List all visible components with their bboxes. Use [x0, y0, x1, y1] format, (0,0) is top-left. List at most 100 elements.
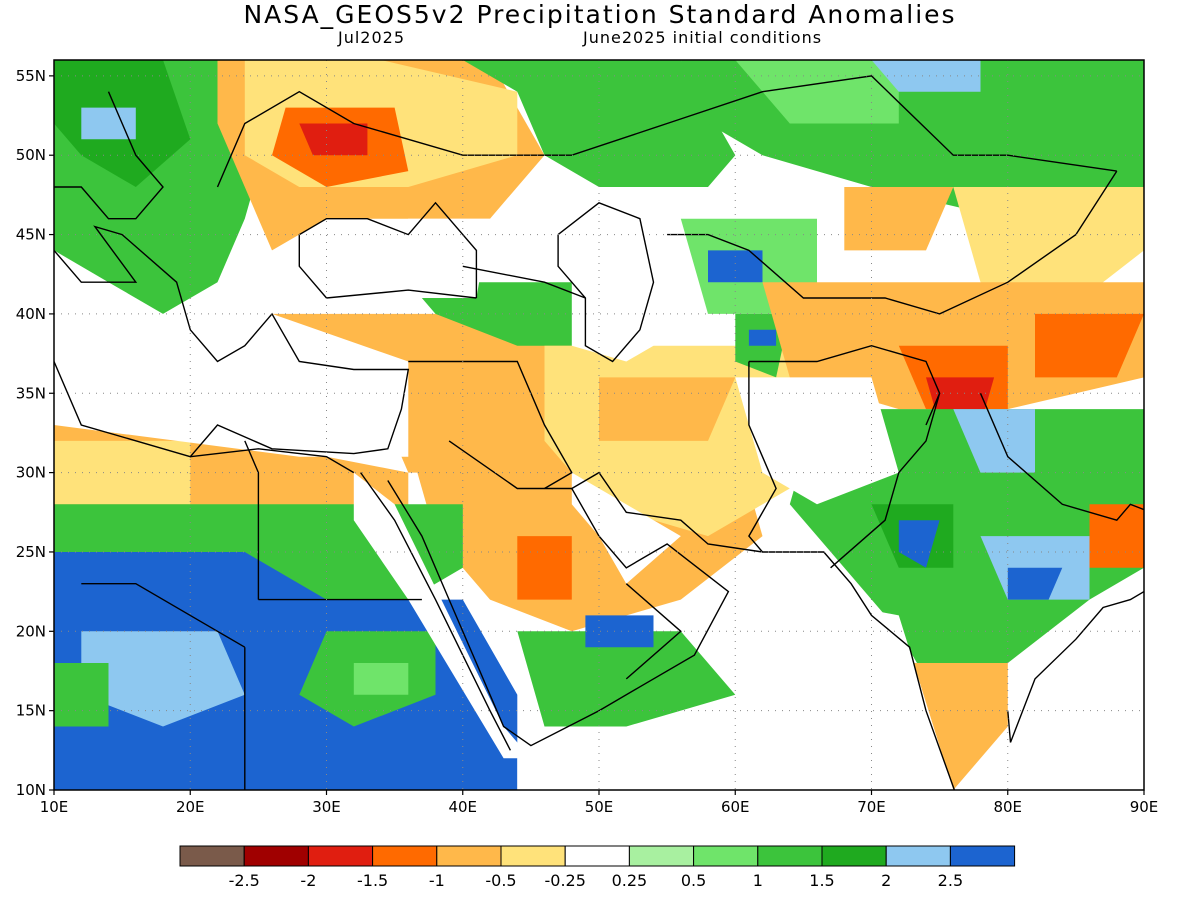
sea-mask-1 [272, 218, 490, 298]
caucasus-wet-field [408, 282, 599, 346]
sea-mask-4 [353, 472, 531, 759]
initial-conditions: June2025 initial conditions [583, 28, 823, 47]
map-title: NASA_GEOS5v2 Precipitation Standard Anom… [243, 0, 957, 29]
ukraine-dry-peak [299, 123, 368, 156]
red-sea-west-coast [360, 472, 512, 751]
lat-label-6: 25N [16, 543, 46, 561]
tibet-dry-patch [1035, 313, 1144, 378]
legend-swatch-9 [757, 845, 823, 867]
legend-swatch-11 [885, 845, 951, 867]
himalaya-wet-patch [953, 409, 1035, 473]
lon-label-2: 30E [312, 798, 341, 816]
legend-label-8: 1 [753, 871, 763, 890]
lon-label-7: 80E [993, 798, 1022, 816]
libya-egypt-coast [190, 448, 355, 474]
legend-swatch-1 [243, 845, 309, 867]
lon-label-6: 70E [857, 798, 886, 816]
legend-label-3: -1 [429, 871, 445, 890]
legend-label-9: 1.5 [809, 871, 834, 890]
central-india-wet-peak [1007, 567, 1063, 600]
lat-label-1: 50N [16, 146, 46, 164]
legend-label-11: 2.5 [938, 871, 963, 890]
kazakh-wet-patch [735, 60, 899, 124]
sudan-wet-core [353, 663, 409, 695]
central-asia-border [667, 170, 1118, 315]
afghan-north-border [748, 344, 941, 426]
bangladesh-dry-patch [1089, 504, 1144, 568]
coastlines [54, 75, 1144, 790]
lat-label-0: 55N [16, 67, 46, 85]
iran-dry-core [599, 377, 736, 441]
saudi-oman-border [625, 583, 682, 680]
bay-of-bengal-coast [1007, 590, 1144, 743]
lat-label-9: 10N [16, 781, 46, 799]
legend-swatch-3 [372, 845, 438, 867]
india-pakistan-border [830, 393, 941, 569]
caspian-coast [557, 202, 655, 363]
legend-swatch-5 [500, 845, 566, 867]
legend-label-6: 0.25 [612, 871, 648, 890]
lat-label-7: 20N [16, 622, 46, 640]
gridlines [54, 60, 1144, 790]
altai-wet-peak [871, 60, 981, 92]
chad-border [81, 583, 246, 648]
chad-wet-patch [81, 631, 245, 727]
legend-swatch-0 [179, 845, 245, 867]
saudi-border [448, 440, 572, 490]
legend-label-0: -2.5 [229, 871, 260, 890]
russia-south-border [216, 75, 1117, 188]
lon-label-4: 50E [585, 798, 614, 816]
lat-label-5: 30N [16, 464, 46, 482]
legend-labels: -2.5 -2 -1.5 -1 -0.5 -0.25 0.25 0.5 1 1.5 2 2.5 [229, 871, 964, 890]
aral-wet-peak [708, 250, 763, 283]
legend-label-5: -0.25 [544, 871, 585, 890]
arabian-sea-coast [387, 471, 956, 790]
iran-east-border [748, 361, 777, 553]
legend-label-2: -1.5 [357, 871, 388, 890]
libya-dry-edge [54, 440, 191, 505]
india-wet-field [789, 409, 1144, 727]
lat-label-2: 45N [16, 226, 46, 244]
legend-swatch-10 [821, 845, 887, 867]
black-sea-coast [298, 201, 478, 299]
legend-label-1: -2 [300, 871, 316, 890]
sahel-wet-field [54, 552, 518, 790]
sea-mask-2 [571, 218, 654, 362]
longitude-labels: 10E 20E 30E 40E 50E 60E 70E 80E 90E [40, 790, 1159, 816]
himalaya-border [979, 393, 1144, 521]
lon-label-8: 90E [1130, 798, 1159, 816]
sea-mask-7 [1007, 599, 1144, 790]
legend-swatch-8 [693, 845, 759, 867]
legend-label-7: 0.5 [681, 871, 706, 890]
central-europe-borders [54, 91, 164, 220]
europe-wet-peak [81, 107, 136, 140]
caucasus-border [462, 265, 586, 299]
oman-wet-peak [585, 615, 654, 648]
legend-swatch-2 [307, 845, 374, 867]
legend-swatches [179, 845, 1016, 867]
lon-label-0: 10E [40, 798, 69, 816]
turkmen-wet-peak [748, 329, 777, 346]
egypt-libya-border [244, 440, 260, 600]
sea-mask-5 [571, 472, 681, 584]
legend-swatch-12 [949, 845, 1016, 867]
lon-label-3: 40E [448, 798, 477, 816]
lat-label-4: 35N [16, 384, 46, 402]
forecast-month: Jul2025 [338, 28, 406, 47]
legend-label-10: 2 [881, 871, 891, 890]
kazakh-dry-patch [844, 187, 954, 251]
iraq-border [490, 360, 573, 490]
lat-label-8: 15N [16, 702, 46, 720]
sea-mask-3 [54, 313, 409, 457]
legend-swatch-6 [564, 845, 630, 867]
gujarat-wet-peak [898, 520, 940, 568]
lon-label-1: 20E [176, 798, 205, 816]
xinjiang-dry-edge [953, 187, 1144, 314]
legend-swatch-4 [436, 845, 502, 867]
lon-label-5: 60E [721, 798, 750, 816]
mediterranean-coast [54, 225, 410, 458]
latitude-labels: 55N 50N 45N 40N 35N 30N 25N 20N 15N 10N [16, 67, 54, 799]
legend-label-4: -0.5 [485, 871, 516, 890]
